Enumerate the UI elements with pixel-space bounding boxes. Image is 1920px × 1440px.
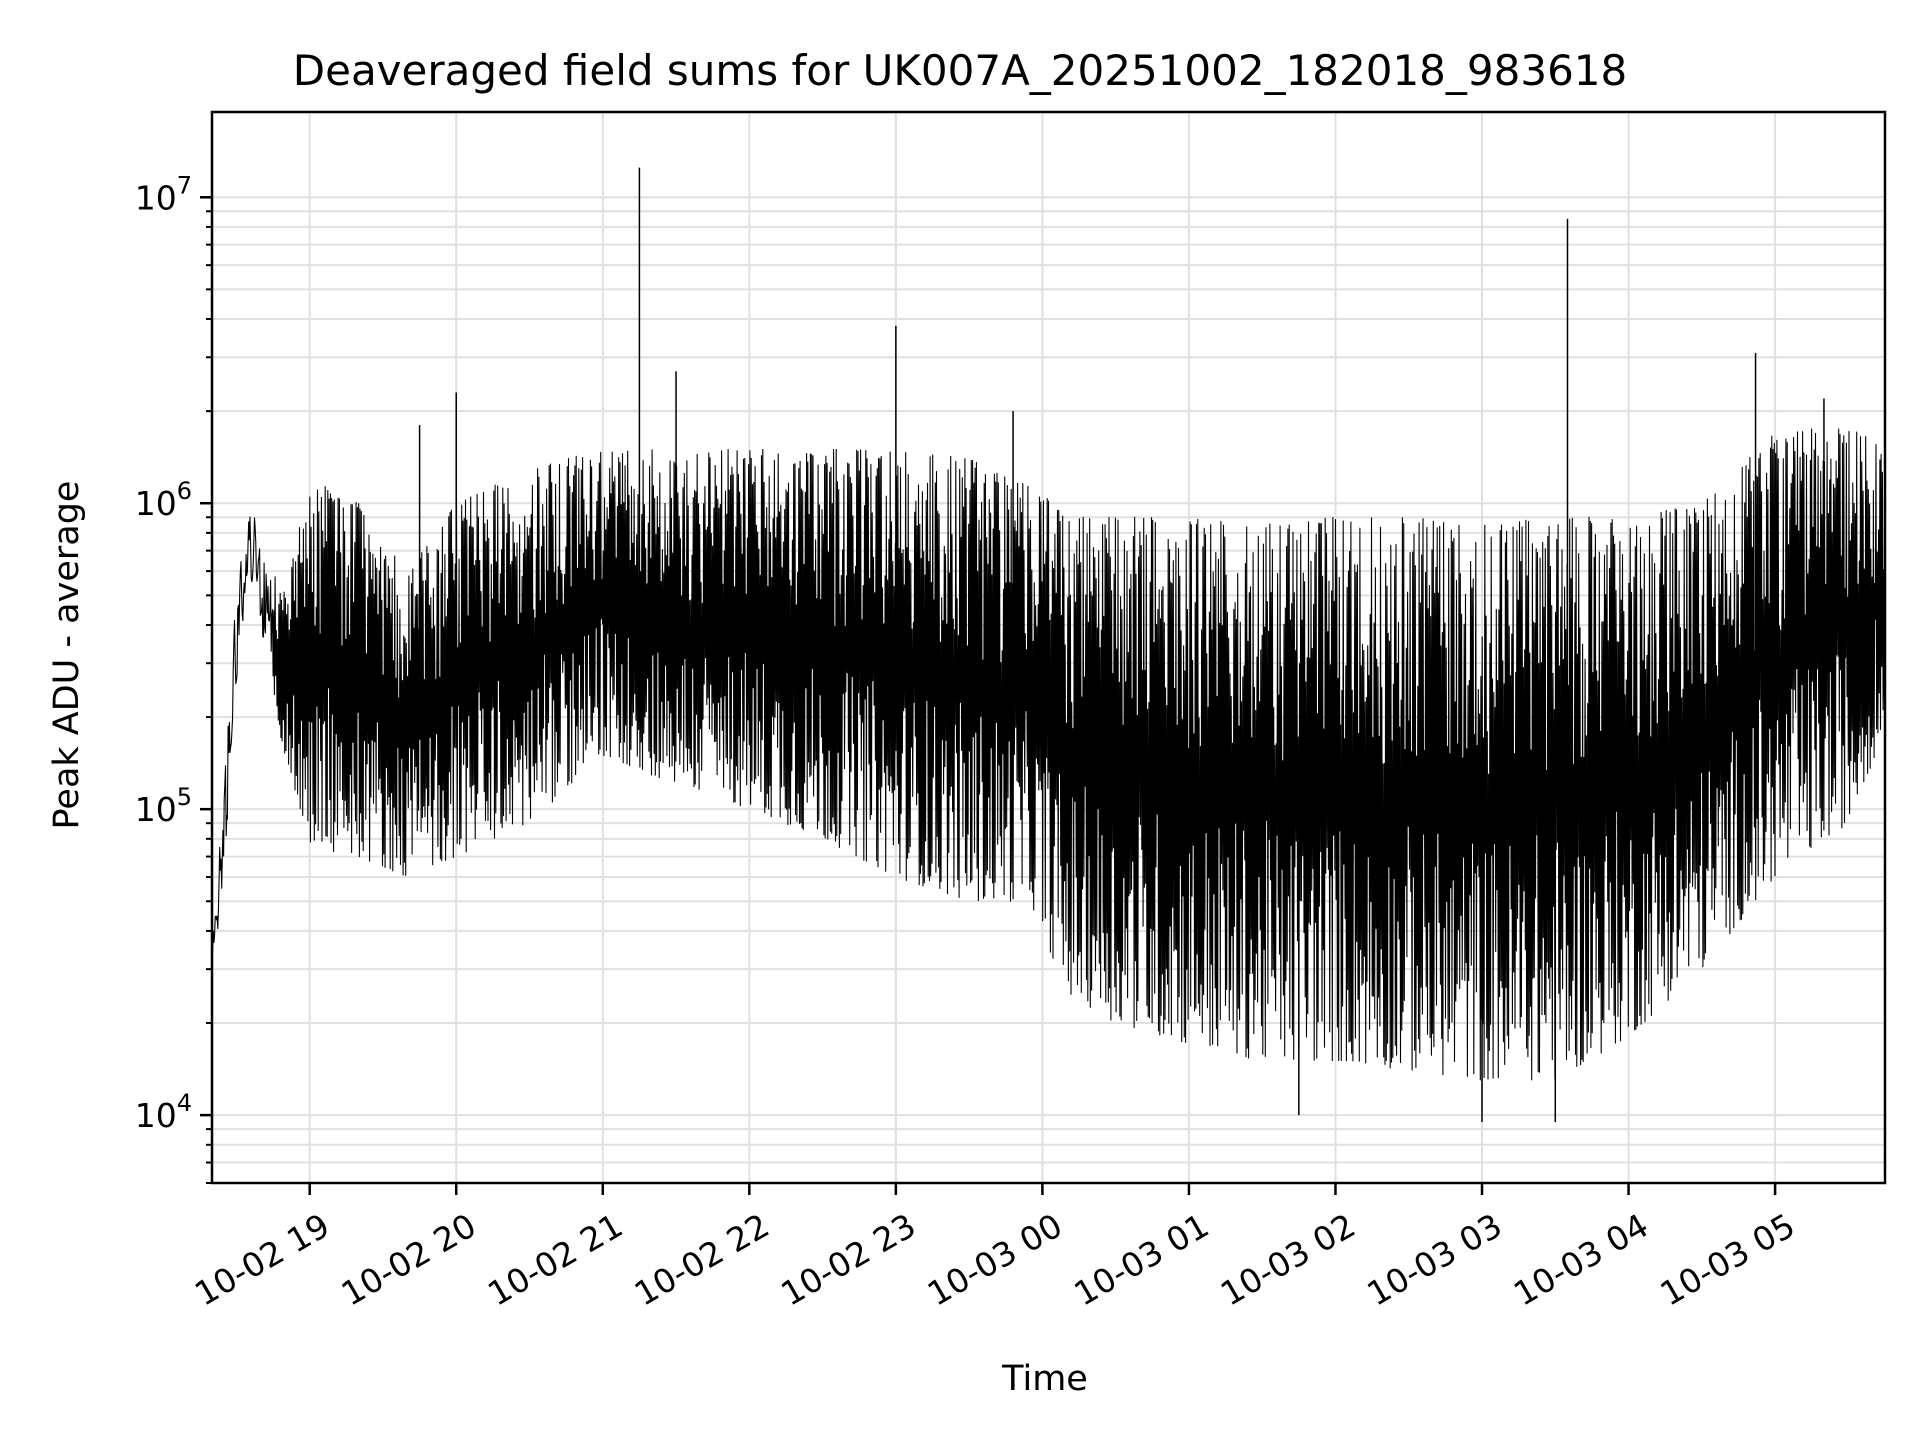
- y-tick-base: 10: [135, 790, 177, 829]
- y-tick-exponent: 5: [177, 783, 192, 811]
- plot-area: [210, 110, 1887, 1185]
- y-tick-label: 106: [135, 477, 192, 523]
- y-tick-label: 104: [135, 1089, 192, 1135]
- x-axis-label: Time: [1001, 1359, 1088, 1399]
- x-tick-label: 10-03 03: [1360, 1206, 1508, 1314]
- x-tick-label: 10-03 01: [1067, 1206, 1215, 1314]
- y-tick-base: 10: [135, 484, 177, 523]
- series-trace: [211, 428, 1886, 1081]
- x-tick-label: 10-02 20: [335, 1206, 483, 1314]
- x-tick-label: 10-02 21: [481, 1206, 629, 1314]
- x-tick-label: 10-02 19: [188, 1206, 336, 1314]
- x-tick-label: 10-03 05: [1653, 1206, 1801, 1314]
- x-tick-label: 10-02 22: [628, 1206, 776, 1314]
- y-tick-exponent: 7: [177, 171, 192, 199]
- x-tick-label: 10-03 04: [1507, 1206, 1655, 1314]
- y-axis-label: Peak ADU - average: [47, 481, 87, 830]
- x-tick-label: 10-02 23: [774, 1206, 922, 1314]
- y-tick-exponent: 4: [177, 1089, 192, 1117]
- y-tick-label: 107: [135, 171, 192, 217]
- x-tick-label: 10-03 02: [1214, 1206, 1362, 1314]
- y-tick-base: 10: [135, 1096, 177, 1135]
- y-tick-base: 10: [135, 178, 177, 217]
- y-tick-exponent: 6: [177, 477, 192, 505]
- series-line: [211, 167, 1886, 1122]
- y-tick-label: 105: [135, 783, 192, 829]
- x-tick-label: 10-03 00: [921, 1206, 1069, 1314]
- chart-title: Deaveraged field sums for UK007A_2025100…: [293, 46, 1627, 95]
